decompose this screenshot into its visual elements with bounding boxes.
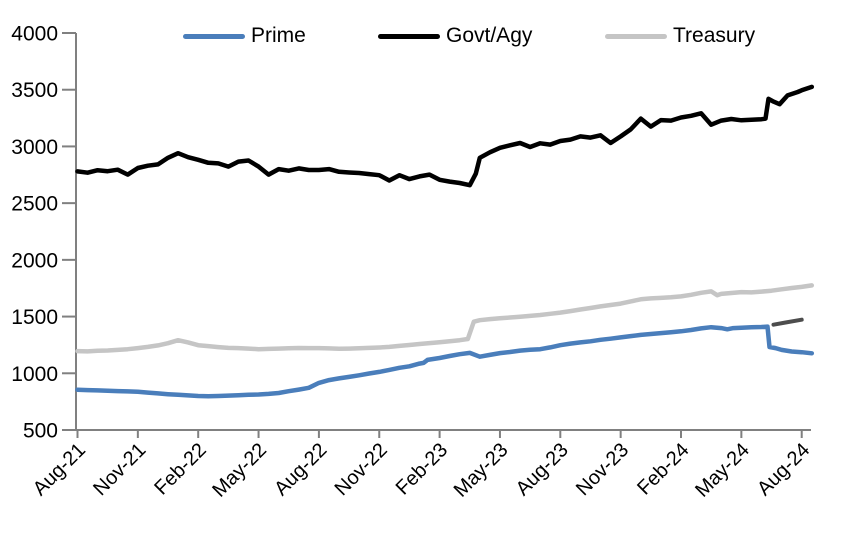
series-line-treasury: [75, 283, 815, 354]
y-tick-label: 500: [23, 420, 58, 443]
x-tick-label: Nov-23: [572, 439, 633, 500]
series-line-prime: [75, 324, 815, 399]
y-tick-label: 2000: [11, 249, 58, 272]
x-tick-label: Feb-23: [392, 439, 452, 499]
x-tick-label: May-24: [691, 439, 754, 502]
x-tick-label: Nov-21: [89, 439, 150, 500]
x-tick-label: Aug-23: [512, 439, 573, 500]
unlabeled-dark-segment: [771, 317, 804, 327]
legend-label-treasury: Treasury: [673, 24, 756, 47]
x-tick-label: Aug-21: [29, 439, 90, 500]
legend-label-prime: Prime: [251, 24, 306, 47]
x-tick-label: May-22: [208, 439, 271, 502]
legend-line-swatch-govt-agy: [378, 33, 440, 39]
legend-item-prime: Prime: [183, 23, 306, 49]
x-tick-label: Nov-22: [331, 439, 392, 500]
x-tick-label: Aug-24: [753, 439, 814, 500]
y-tick-label: 3500: [11, 79, 58, 102]
y-tick-label: 4000: [11, 23, 58, 46]
series-line-govt-agy: [75, 84, 815, 188]
legend-label-govt-agy: Govt/Agy: [446, 24, 533, 47]
x-tick-label: May-23: [450, 439, 513, 502]
legend-line-swatch-prime: [183, 33, 245, 39]
y-tick-label: 1500: [11, 306, 58, 329]
y-tick-label: 2500: [11, 193, 58, 216]
legend-item-treasury: Treasury: [605, 23, 755, 49]
x-tick-label: Feb-24: [633, 439, 693, 499]
y-tick-label: 3000: [11, 136, 58, 159]
x-tick-label: Aug-22: [270, 439, 331, 500]
y-tick-label: 1000: [11, 363, 58, 386]
x-tick-label: Feb-22: [150, 439, 210, 499]
legend-item-govt-agy: Govt/Agy: [378, 23, 532, 49]
legend-line-swatch-treasury: [605, 33, 667, 39]
legend: Prime Govt/Agy Treasury: [0, 23, 852, 49]
